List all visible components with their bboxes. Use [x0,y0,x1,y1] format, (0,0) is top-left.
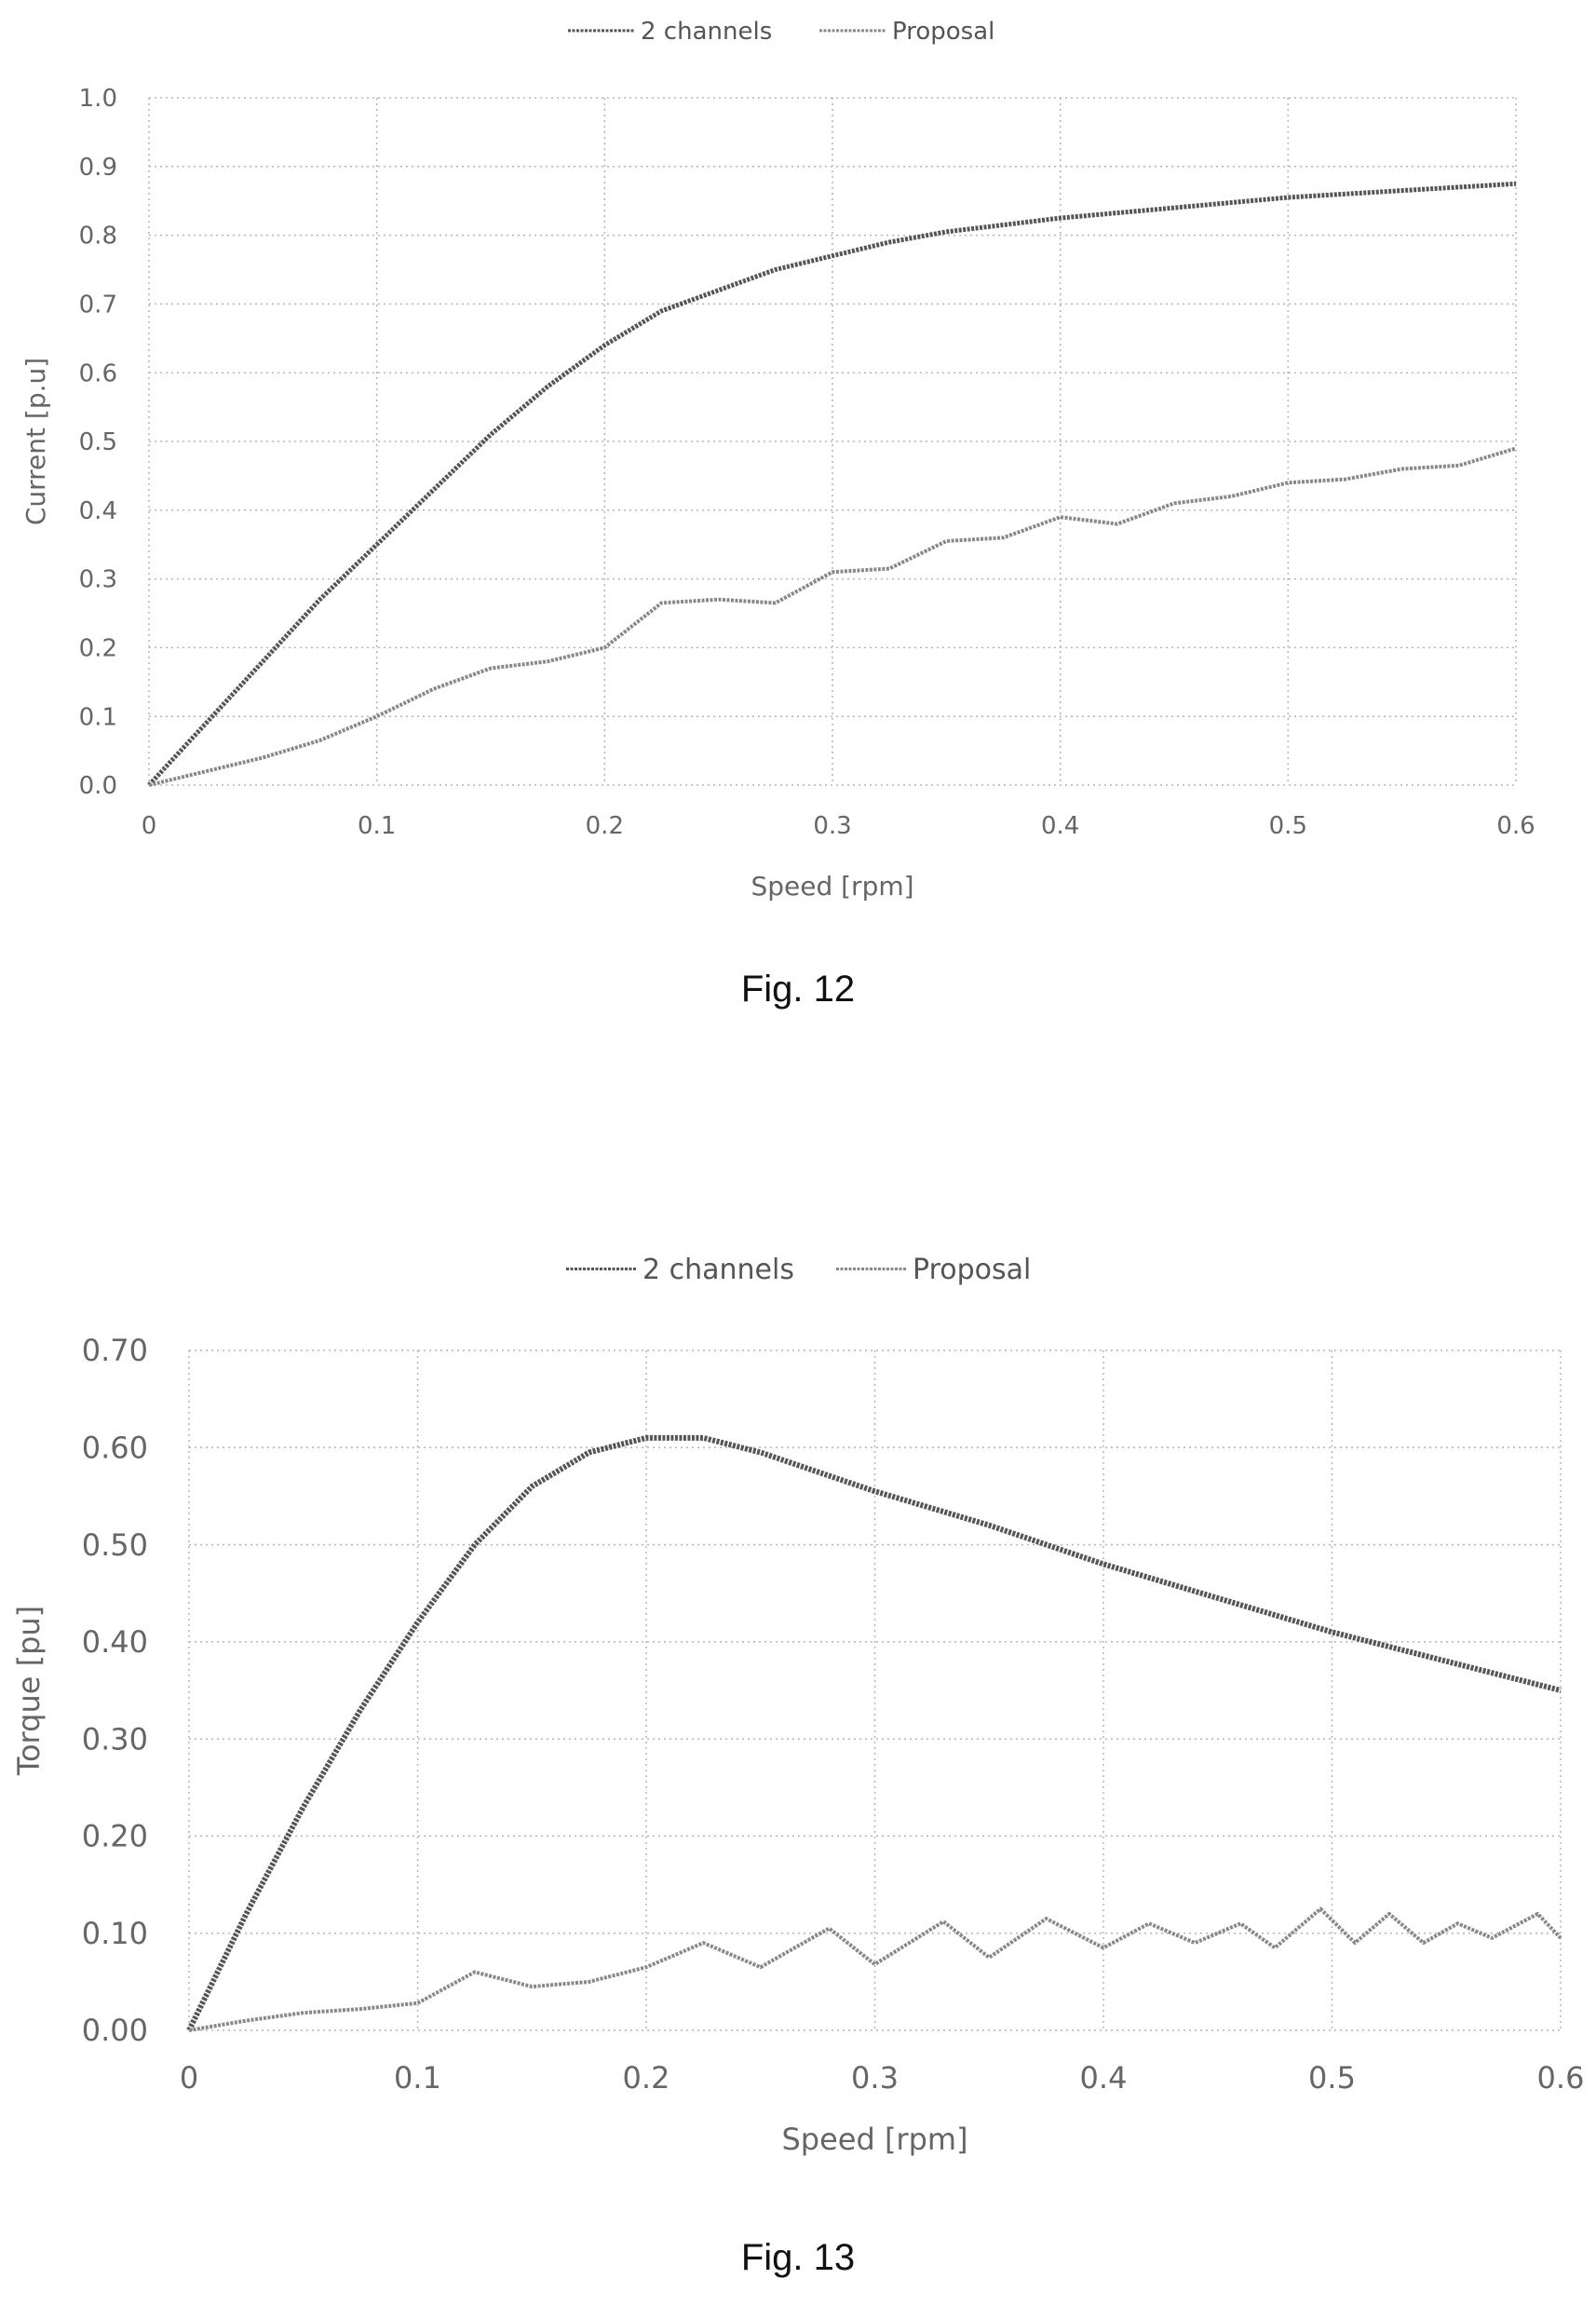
y-tick-label: 0.50 [82,1527,148,1563]
y-tick-label: 0.7 [79,292,117,319]
x-tick-label: 0.2 [623,2060,670,2096]
y-tick-label: 0.00 [82,2013,148,2048]
y-tick-label: 0.10 [82,1916,148,1951]
y-tick-label: 0.0 [79,772,117,800]
x-tick-label: 0.2 [586,812,624,840]
y-tick-label: 0.3 [79,566,117,594]
y-tick-label: 0.8 [79,223,117,251]
figure-13: 0 0.1 0.2 0.3 0.4 0.5 0.6 0.00 0.10 0.20 0.30 0.40 0… [0,1201,1596,2306]
figure-caption: Fig. 13 [740,2237,856,2278]
y-tick-label: 0.9 [79,154,117,182]
x-tick-label: 0.6 [1537,2060,1585,2096]
figure-12: 0 0.1 0.2 0.3 0.4 0.5 0.6 0.0 0.1 0.2 0.3 0.4 0.5 0.6… [0,0,1596,1118]
x-tick-label: 0 [180,2060,198,2096]
y-tick-label: 0.40 [82,1624,148,1660]
y-tick-label: 0.1 [79,703,117,731]
y-tick-label: 0.5 [79,428,117,456]
x-axis-label: Speed [rpm] [781,2122,967,2157]
x-tick-label: 0.4 [1041,812,1079,840]
y-tick-label: 1.0 [79,85,117,113]
x-tick-label: 0.4 [1080,2060,1128,2096]
y-axis-label: Current [p.u] [20,358,51,525]
legend-label: Proposal [892,18,994,46]
x-tick-label: 0.5 [1308,2060,1356,2096]
series-line-proposal [148,446,1517,787]
y-axis-label: Torque [pu] [11,1606,47,1776]
current-chart: 0 0.1 0.2 0.3 0.4 0.5 0.6 0.0 0.1 0.2 0.3 0.4 0.5 0.6… [20,18,1535,902]
series-line-two-channels [147,181,1517,787]
y-tick-label: 0.20 [82,1819,148,1854]
y-tick-label: 0.70 [82,1333,148,1368]
y-tick-label: 0.30 [82,1721,148,1757]
y-tick-label: 0.4 [79,497,117,525]
legend-label: Proposal [913,1254,1031,1286]
x-axis-label: Speed [rpm] [751,871,913,902]
legend-label: 2 channels [641,18,772,46]
x-tick-label: 0.6 [1496,812,1535,840]
figure-caption: Fig. 12 [740,969,856,1010]
series-line-proposal [188,1906,1562,2032]
x-tick-label: 0.5 [1269,812,1307,840]
y-tick-label: 0.2 [79,635,117,663]
x-tick-label: 0 [142,812,157,840]
torque-chart: 0 0.1 0.2 0.3 0.4 0.5 0.6 0.00 0.10 0.20 0.30 0.40 0… [11,1254,1585,2157]
series-line-two-channels [186,1434,1562,2032]
x-tick-label: 0.1 [358,812,396,840]
legend-label: 2 channels [642,1254,794,1286]
x-tick-label: 0.3 [851,2060,899,2096]
y-tick-label: 0.60 [82,1430,148,1465]
x-tick-label: 0.1 [394,2060,441,2096]
x-tick-label: 0.3 [813,812,851,840]
y-tick-label: 0.6 [79,359,117,387]
